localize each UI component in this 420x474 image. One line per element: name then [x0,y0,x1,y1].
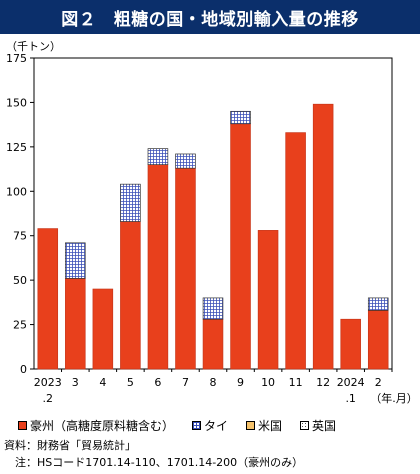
x-tick-sublabel: .1 [345,392,356,405]
note-remark-label: 注： [4,456,37,469]
x-tick-label: 4 [99,376,106,389]
legend-label: 英国 [312,419,337,433]
note-remark: 注： HSコード1701.14-110、1701.14-200（豪州のみ） [4,454,303,471]
y-tick-label: 25 [13,319,27,332]
chart-title: 図２ 粗糖の国・地域別輸入量の推移 [0,0,420,34]
legend-label: 豪州（高糖度原料糖含む） [30,419,175,433]
note-source-label: 資料： [4,439,37,452]
y-tick-label: 125 [6,141,27,154]
legend-swatch [192,421,202,430]
bar-segment [230,110,251,125]
bar-segment [202,297,224,320]
x-axis-unit-label: （年.月） [370,391,418,405]
note-remark-text: HSコード1701.14-110、1701.14-200（豪州のみ） [37,456,304,469]
x-tick-label: 7 [182,376,189,389]
x-tick-label: 6 [154,376,161,389]
legend-item: タイ [192,417,228,434]
x-tick-sublabel: .2 [43,392,54,405]
x-tick-label: 3 [72,376,79,389]
bar-segment [230,123,251,370]
bar-segment [312,103,334,370]
bar-segment [175,153,196,169]
chart-legend: 豪州（高糖度原料糖含む） タイ 米国 英国 [18,417,336,434]
bar-segment [257,230,279,370]
y-tick-label: 150 [6,96,27,109]
legend-swatch [18,421,27,430]
bar-segment [367,297,389,311]
x-tick-label: 12 [316,376,330,389]
bar-segment [65,278,86,370]
legend-label: タイ [204,419,229,433]
bar-segment [37,228,59,370]
note-source: 資料： 財務省「貿易統計」 [4,437,303,454]
y-tick-label: 50 [13,274,27,287]
x-tick-label: 8 [210,376,217,389]
y-tick-label: 100 [6,185,27,198]
bar-segment [92,288,114,370]
legend-item: 豪州（高糖度原料糖含む） [18,417,174,434]
y-axis-unit-label: （千トン） [6,40,61,53]
x-tick-label: 2 [375,376,382,389]
bar-segment [120,221,141,370]
y-tick-label: 75 [13,230,27,243]
y-tick-label: 0 [20,363,27,376]
bar-segment [367,310,389,370]
bar-segment [175,167,196,370]
bar-segment [147,148,169,165]
bar-segment [65,242,86,279]
x-tick-label: 10 [261,376,275,389]
bar-segment [120,183,141,222]
chart-notes: 資料： 財務省「貿易統計」 注： HSコード1701.14-110、1701.1… [4,437,303,471]
bar-segment [285,132,306,370]
legend-item: 英国 [300,417,336,434]
legend-swatch [300,421,310,430]
bar-segment [147,164,169,370]
legend-swatch [246,421,256,430]
x-tick-label: 2024 [337,376,365,389]
note-source-text: 財務省「貿易統計」 [37,439,136,452]
x-tick-label: 11 [289,376,303,389]
x-tick-label: 5 [127,376,134,389]
x-tick-label: 9 [237,376,244,389]
chart-plot: 0 25 50 75 100 125 150 175 2023 .2 3 4 5 6 7 8 9 10 11 12 20… [6,52,418,405]
y-tick-label: 175 [6,52,27,65]
bar-segment [202,318,224,370]
legend-label: 米国 [258,419,283,433]
x-tick-label: 2023 [34,376,62,389]
bar-segment [340,318,361,370]
legend-item: 米国 [246,417,282,434]
